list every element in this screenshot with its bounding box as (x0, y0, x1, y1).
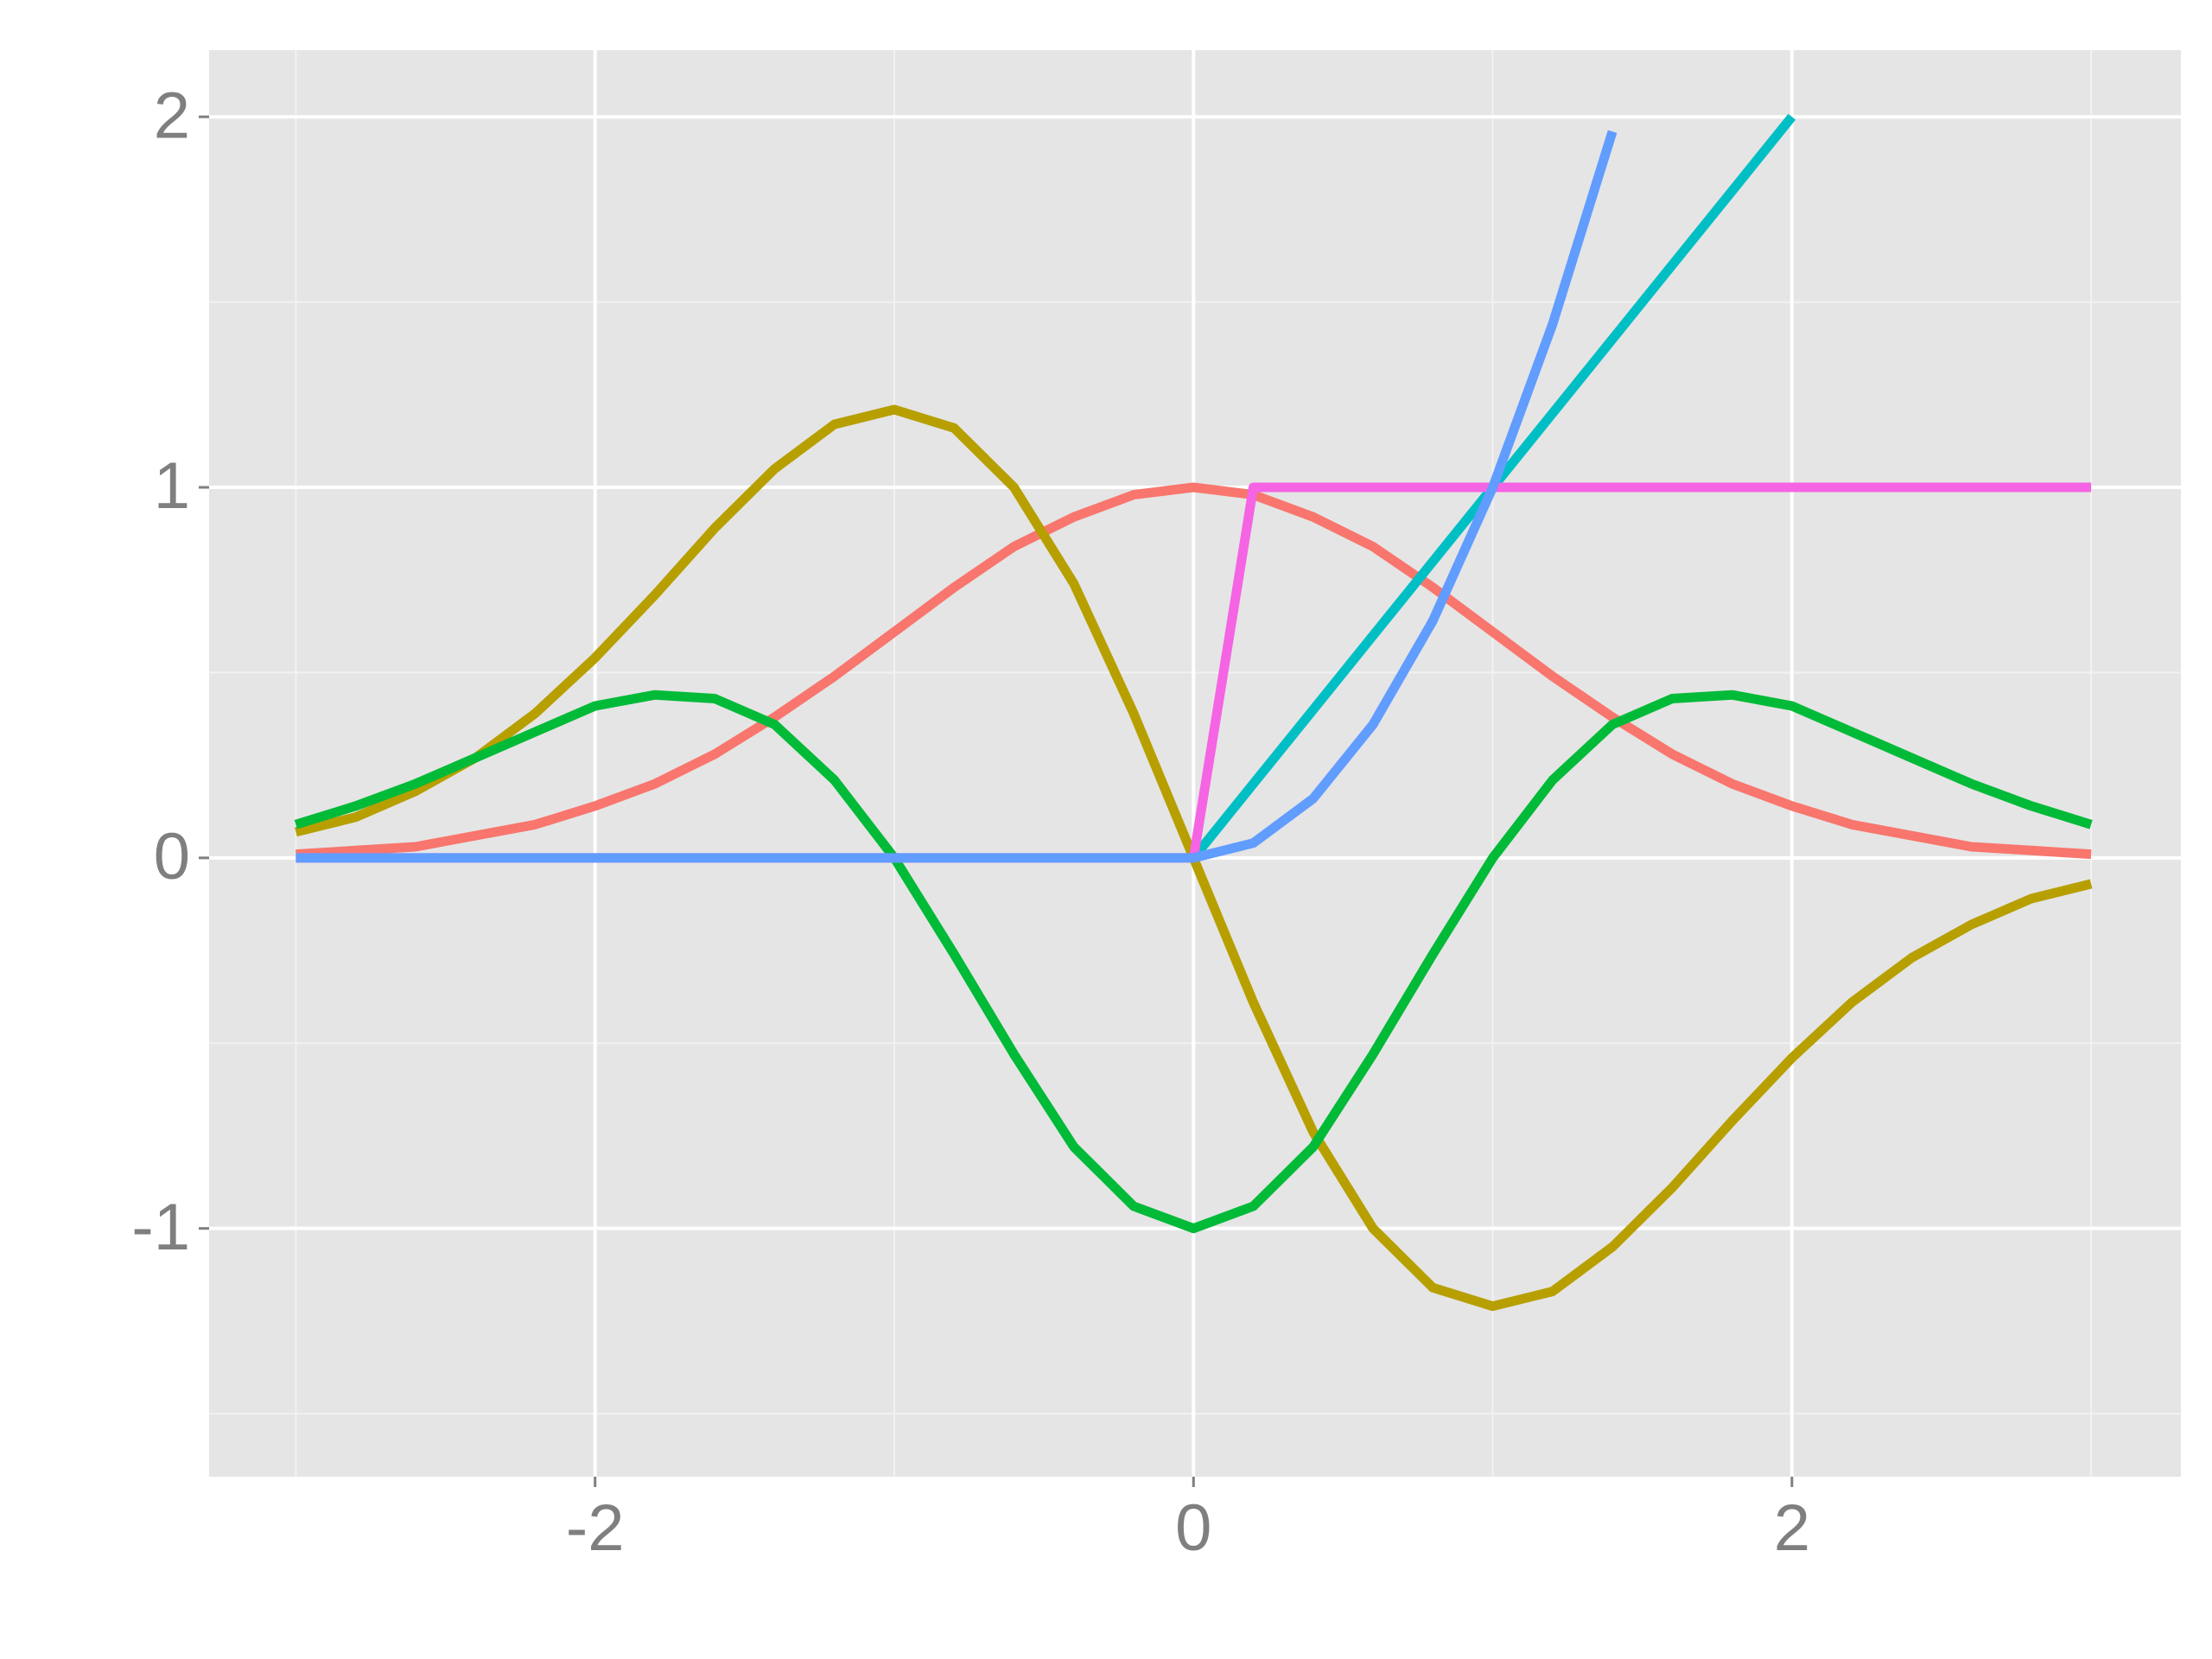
y-tick-label: 1 (154, 449, 190, 523)
x-tick-label: -2 (566, 1491, 625, 1565)
line (296, 130, 1618, 863)
y-tick-label: -1 (131, 1191, 190, 1264)
y-tick-label: 2 (154, 79, 190, 152)
line (294, 690, 2093, 1234)
x-tick-label: 0 (1175, 1491, 1211, 1565)
y-tick-label: 0 (154, 820, 190, 893)
x-tick-label: 2 (1774, 1491, 1810, 1565)
line (296, 482, 2092, 860)
